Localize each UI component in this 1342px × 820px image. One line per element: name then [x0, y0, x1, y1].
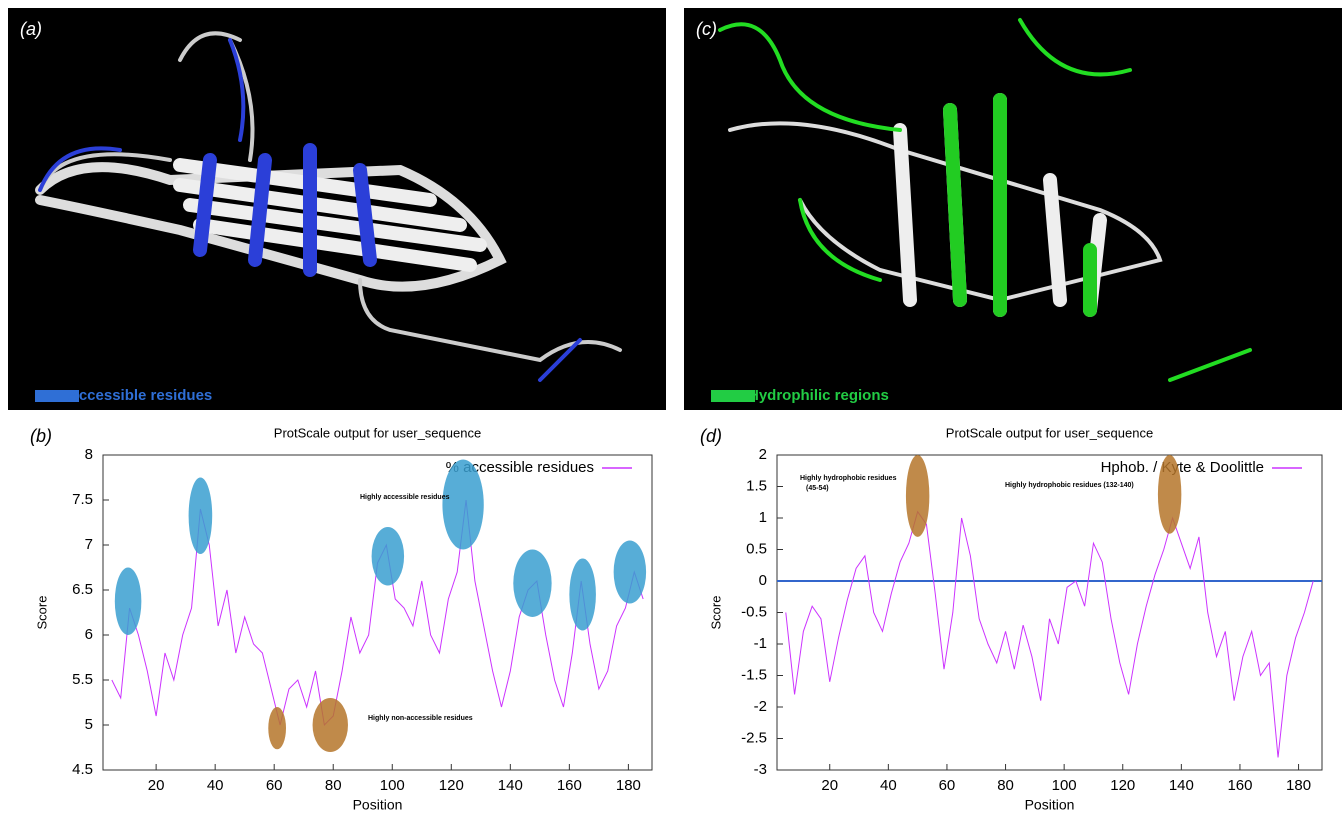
x-tick-label: 180: [616, 777, 641, 794]
x-tick-label: 160: [557, 777, 582, 794]
y-tick-label: -1.5: [741, 666, 767, 683]
y-tick-label: 1.5: [746, 477, 767, 494]
plot-frame: [102, 454, 653, 771]
y-tick-label: 5.5: [72, 671, 93, 688]
y-tick-label: -3: [754, 761, 767, 778]
chart-title: ProtScale output for user_sequence: [274, 425, 481, 440]
highlight: [905, 455, 930, 537]
panel-label: (d): [700, 426, 722, 446]
y-tick-label: 8: [85, 446, 93, 463]
x-tick-label: 120: [1110, 777, 1135, 794]
plot-frame: [776, 454, 1323, 771]
x-tick-label: 40: [207, 777, 224, 794]
highlight: [442, 459, 484, 550]
x-axis-label: Position: [353, 797, 403, 813]
y-tick-label: -0.5: [741, 603, 767, 620]
panel-label: (b): [30, 426, 52, 446]
y-tick-label: 1: [759, 509, 767, 526]
y-tick-label: 0: [759, 572, 767, 589]
x-tick-label: 80: [325, 777, 342, 794]
highlight: [513, 549, 552, 617]
legend-label: Hydrophilic regions: [748, 387, 889, 404]
highlight: [188, 477, 213, 554]
annotation: Highly hydrophobic residues (132-140): [1005, 482, 1134, 489]
panel-label: (c): [696, 19, 717, 39]
annotation: Highly accessible residues: [360, 494, 450, 501]
highlight: [114, 567, 142, 635]
y-tick-label: -2.5: [741, 729, 767, 746]
y-tick-label: 7.5: [72, 491, 93, 508]
highlight: [1157, 455, 1182, 534]
y-tick-label: 5: [85, 716, 93, 733]
chart-title: ProtScale output for user_sequence: [946, 425, 1153, 440]
annotation: Highly non-accessible residues: [368, 715, 473, 722]
annotation: Highly hydrophobic residues: [800, 475, 897, 482]
highlight: [613, 540, 647, 604]
x-tick-label: 180: [1286, 777, 1311, 794]
legend-swatch: [711, 390, 755, 402]
data-line: [785, 510, 1314, 758]
highlight: [312, 698, 348, 752]
panel-label: (a): [20, 19, 42, 39]
x-tick-label: 120: [439, 777, 464, 794]
x-tick-label: 20: [148, 777, 165, 794]
x-tick-label: 60: [939, 777, 956, 794]
legend-label: Hphob. / Kyte & Doolittle: [1101, 459, 1264, 476]
y-tick-label: 2: [759, 446, 767, 463]
y-tick-label: 0.5: [746, 540, 767, 557]
x-tick-label: 140: [1169, 777, 1194, 794]
ribbon-drawing: [35, 18, 1252, 382]
x-tick-label: 100: [380, 777, 405, 794]
y-axis-label: Score: [708, 596, 723, 630]
x-tick-label: 140: [498, 777, 523, 794]
x-tick-label: 20: [821, 777, 838, 794]
y-tick-label: 4.5: [72, 761, 93, 778]
x-axis-label: Position: [1025, 797, 1075, 813]
y-tick-label: -1: [754, 635, 767, 652]
structure-panel: [684, 8, 1342, 410]
highlight: [268, 707, 287, 750]
y-axis-label: Score: [34, 596, 49, 630]
y-tick-label: 6.5: [72, 581, 93, 598]
highlight: [569, 558, 596, 631]
x-tick-label: 60: [266, 777, 283, 794]
x-tick-label: 80: [997, 777, 1014, 794]
y-tick-label: 6: [85, 626, 93, 643]
legend-label: Accessible residues: [68, 387, 212, 404]
y-tick-label: -2: [754, 698, 767, 715]
x-tick-label: 160: [1227, 777, 1252, 794]
x-tick-label: 40: [880, 777, 897, 794]
legend-swatch: [35, 390, 79, 402]
highlight: [371, 527, 405, 586]
y-tick-label: 7: [85, 536, 93, 553]
legend-label: % accessible residues: [446, 459, 594, 476]
x-tick-label: 100: [1052, 777, 1077, 794]
annotation: (45-54): [806, 485, 829, 492]
